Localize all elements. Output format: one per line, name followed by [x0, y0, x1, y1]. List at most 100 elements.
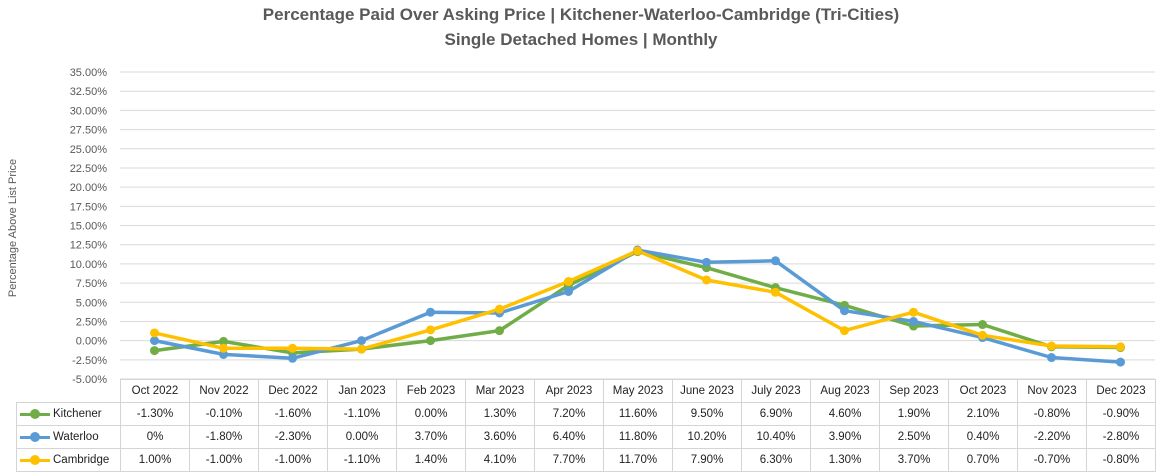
data-label: 2.10%: [948, 402, 1018, 426]
cambridge-line: [152, 249, 1123, 351]
waterloo-row: Waterloo 0% -1.80% -2.30% 0.00% 3.70% 3.60% 6.4…: [16, 425, 1156, 449]
y-tick-label: 25.00%: [70, 144, 108, 156]
x-tick-label: June 2023: [672, 379, 742, 403]
y-tick-label: 15.00%: [70, 221, 108, 233]
kitchener-point: [150, 346, 159, 356]
data-label: -1.10%: [327, 402, 397, 426]
cambridge-point: [1047, 341, 1056, 351]
y-tick-label: 2.50%: [76, 316, 107, 328]
data-label: 0.70%: [948, 448, 1018, 472]
data-label: -1.00%: [189, 448, 259, 472]
y-tick-label: 27.50%: [70, 125, 108, 137]
data-label: 4.60%: [810, 402, 880, 426]
x-tick-label: Dec 2022: [258, 379, 328, 403]
data-label: -0.90%: [1086, 402, 1156, 426]
data-label: 7.20%: [534, 402, 604, 426]
x-tick-label: Mar 2023: [465, 379, 535, 403]
cambridge-point: [771, 287, 780, 297]
kitchener-row: Kitchener -1.30% -0.10% -1.60% -1.10% 0.00% 1.…: [16, 402, 1156, 426]
data-label: 10.40%: [741, 425, 811, 449]
data-label: 3.60%: [465, 425, 535, 449]
waterloo-point: [771, 256, 780, 266]
waterloo-point: [1116, 357, 1125, 367]
legend-entry: Cambridge: [16, 448, 121, 472]
y-tick-labels: -5.00% -2.50% 0.00% 2.50% 5.00% 7.50% 10.00% 12…: [70, 67, 108, 386]
cambridge-point: [633, 246, 642, 256]
data-label: 11.80%: [603, 425, 673, 449]
data-label: 7.70%: [534, 448, 604, 472]
data-label: -1.30%: [120, 402, 190, 426]
data-label: -2.20%: [1017, 425, 1087, 449]
cambridge-point: [495, 304, 504, 314]
data-label: 4.10%: [465, 448, 535, 472]
x-tick-label: Nov 2023: [1017, 379, 1087, 403]
legend-key-waterloo: [20, 431, 50, 442]
cambridge-point: [564, 277, 573, 287]
series-points: [150, 245, 1125, 367]
waterloo-point: [909, 316, 918, 326]
y-tick-label: 0.00%: [76, 336, 107, 348]
data-label: 3.70%: [879, 448, 949, 472]
cambridge-point: [702, 275, 711, 285]
kitchener-point: [495, 326, 504, 336]
data-label: 7.90%: [672, 448, 742, 472]
y-tick-label: 17.50%: [70, 201, 108, 213]
data-label: 1.30%: [810, 448, 880, 472]
cambridge-point: [978, 330, 987, 340]
cambridge-point: [357, 344, 366, 354]
kitchener-point: [426, 336, 435, 346]
data-label: 0.00%: [396, 402, 466, 426]
data-label: -2.30%: [258, 425, 328, 449]
cambridge-point: [909, 307, 918, 317]
x-tick-label: Aug 2023: [810, 379, 880, 403]
waterloo-point: [564, 287, 573, 297]
x-tick-label: Oct 2022: [120, 379, 190, 403]
data-label: 6.90%: [741, 402, 811, 426]
data-label: 0%: [120, 425, 190, 449]
cambridge-point: [150, 328, 159, 338]
waterloo-point: [150, 336, 159, 346]
y-tick-label: 5.00%: [76, 297, 107, 309]
cambridge-point: [219, 343, 228, 353]
data-label: -1.10%: [327, 448, 397, 472]
x-tick-label: Feb 2023: [396, 379, 466, 403]
data-label: 1.40%: [396, 448, 466, 472]
data-label: -0.10%: [189, 402, 259, 426]
x-tick-label: Nov 2022: [189, 379, 259, 403]
data-label: 1.30%: [465, 402, 535, 426]
y-tick-label: 22.50%: [70, 163, 108, 175]
data-table: Oct 2022 Nov 2022 Dec 2022 Jan 2023 Feb 2023…: [16, 379, 1156, 472]
y-tick-label: 30.00%: [70, 105, 108, 117]
legend-marker: [30, 408, 40, 419]
waterloo-point: [840, 306, 849, 316]
legend-entry: Waterloo: [16, 425, 121, 449]
table-corner: [17, 380, 121, 403]
data-label: 9.50%: [672, 402, 742, 426]
data-label: -1.80%: [189, 425, 259, 449]
legend-marker: [30, 454, 40, 465]
legend-entry: Kitchener: [16, 402, 121, 426]
data-label: 6.30%: [741, 448, 811, 472]
waterloo-point: [288, 353, 297, 363]
legend-key-cambridge: [20, 454, 50, 465]
y-tick-label: 32.50%: [70, 86, 108, 98]
data-label: -0.80%: [1086, 448, 1156, 472]
cambridge-point: [1116, 342, 1125, 352]
x-tick-label: Apr 2023: [534, 379, 604, 403]
legend-label: Kitchener: [53, 408, 102, 420]
waterloo-point: [1047, 353, 1056, 363]
gridlines: [120, 71, 1155, 380]
x-tick-label: July 2023: [741, 379, 811, 403]
series-lines: [152, 248, 1123, 364]
data-label: 0.40%: [948, 425, 1018, 449]
data-label: -0.70%: [1017, 448, 1087, 472]
y-tick-label: 35.00%: [70, 67, 108, 79]
x-tick-label: May 2023: [603, 379, 673, 403]
kitchener-point: [978, 320, 987, 330]
data-label: 1.00%: [120, 448, 190, 472]
data-label: -1.60%: [258, 402, 328, 426]
cambridge-point: [288, 343, 297, 353]
data-label: 10.20%: [672, 425, 742, 449]
chart-subtitle: Single Detached Homes | Monthly: [444, 30, 718, 49]
